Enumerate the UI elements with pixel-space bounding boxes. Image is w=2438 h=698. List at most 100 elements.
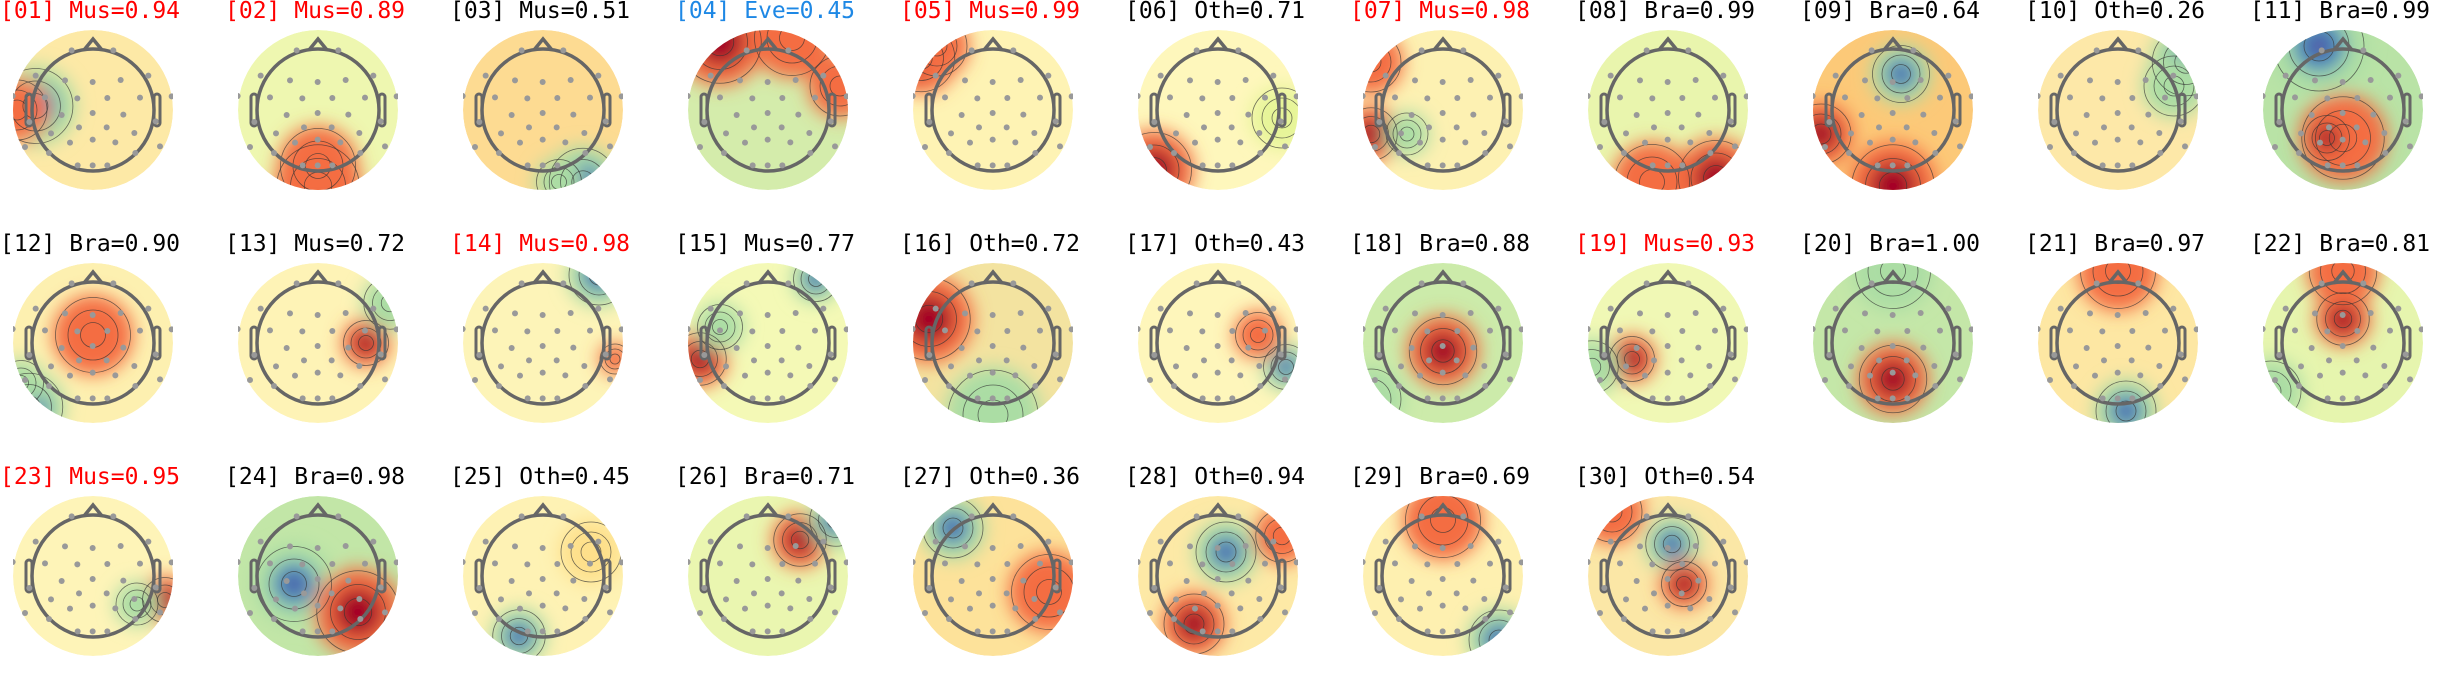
electrode [103,590,110,597]
right-ear-icon [602,325,612,361]
electrode [2339,162,2346,169]
electrode [733,112,740,118]
contour-line [343,320,389,366]
electrode [132,150,139,156]
topomap [913,496,1073,656]
electrode [1846,150,1852,156]
electrode [1707,383,1714,389]
component-title: [21] Bra=0.97 [2025,231,2206,257]
electrode [570,577,577,584]
electrode [1439,162,1446,169]
electrode [974,628,981,635]
electrode [145,72,152,79]
electrode [1424,95,1431,102]
electrode [335,280,342,287]
electrode [1867,139,1873,146]
contour-line [790,530,810,550]
electrode [764,343,771,349]
contour-line [1141,157,1167,183]
electrode [314,602,321,609]
topomap [13,496,173,656]
electrode [76,124,82,131]
contour-line [962,384,1024,423]
electrode [463,93,466,99]
electrode [1173,363,1179,370]
electrode [1712,560,1718,567]
electrode [337,605,344,612]
electrode [1679,395,1686,402]
right-ear-icon [2402,325,2412,361]
electrode [292,372,298,379]
electrode [1201,357,1207,364]
electrode [989,576,996,582]
electrode [1201,124,1207,131]
electrode [1460,280,1467,287]
component-title: [04] Eve=0.45 [675,0,856,24]
electrode [287,310,293,317]
component-4: [04] Eve=0.45 [675,0,901,232]
electrode [2182,376,2188,383]
electrode [1157,538,1164,545]
contour-line [599,343,623,375]
electrode [2339,343,2346,349]
electrode [482,72,489,79]
component-15: [15] Mus=0.77 [675,231,901,465]
electrode [2339,110,2346,116]
electrode [1842,327,1848,334]
left-ear-icon [2049,325,2059,361]
electrode [968,513,975,520]
electrode [2129,95,2136,101]
scalp-map [1138,263,1298,423]
electrode [1187,543,1193,550]
electrode [524,628,531,635]
electrode [120,344,127,351]
electrode [967,139,973,146]
electrode [518,513,525,520]
nose-icon [757,36,779,52]
electrode [314,395,321,402]
electrode [1426,124,1432,131]
electrode [2317,139,2323,146]
electrode [707,538,714,545]
electrode [1031,363,1038,369]
electrode [1601,119,1608,125]
electrode [1651,357,1657,364]
electrode [827,584,834,591]
contour-line [1363,368,1402,423]
contour-line [129,596,145,612]
electrode [1242,77,1249,83]
electrode [110,513,117,520]
nose-icon [1657,269,1679,285]
electrode [2067,94,2073,101]
electrode [1004,328,1011,334]
topomap [1138,496,1298,656]
contour-line [1881,54,1921,94]
electrode [1157,72,1164,79]
right-ear-icon [602,92,612,128]
electrode [1507,609,1513,616]
electrode [958,578,965,584]
component-title: [01] Mus=0.94 [0,0,181,24]
electrode [1470,344,1477,351]
electrode [1904,395,1911,402]
electrode [1868,47,1875,54]
electrode [1481,363,1488,369]
electrode [787,139,794,146]
electrode [723,363,729,370]
electrode [1392,94,1398,101]
electrode [989,395,996,402]
electrode [764,136,771,143]
nose-icon [1207,36,1229,52]
electrode [1481,130,1488,136]
electrode [701,119,708,125]
electrode [137,560,143,567]
contour-line [13,384,52,423]
electrode [1968,93,1973,100]
electrode [764,628,771,635]
electrode [1057,376,1063,383]
electrode [1679,628,1686,635]
electrode [1138,93,1141,99]
electrode [2370,344,2377,351]
topomap [688,30,848,190]
electrode [1685,47,1692,54]
